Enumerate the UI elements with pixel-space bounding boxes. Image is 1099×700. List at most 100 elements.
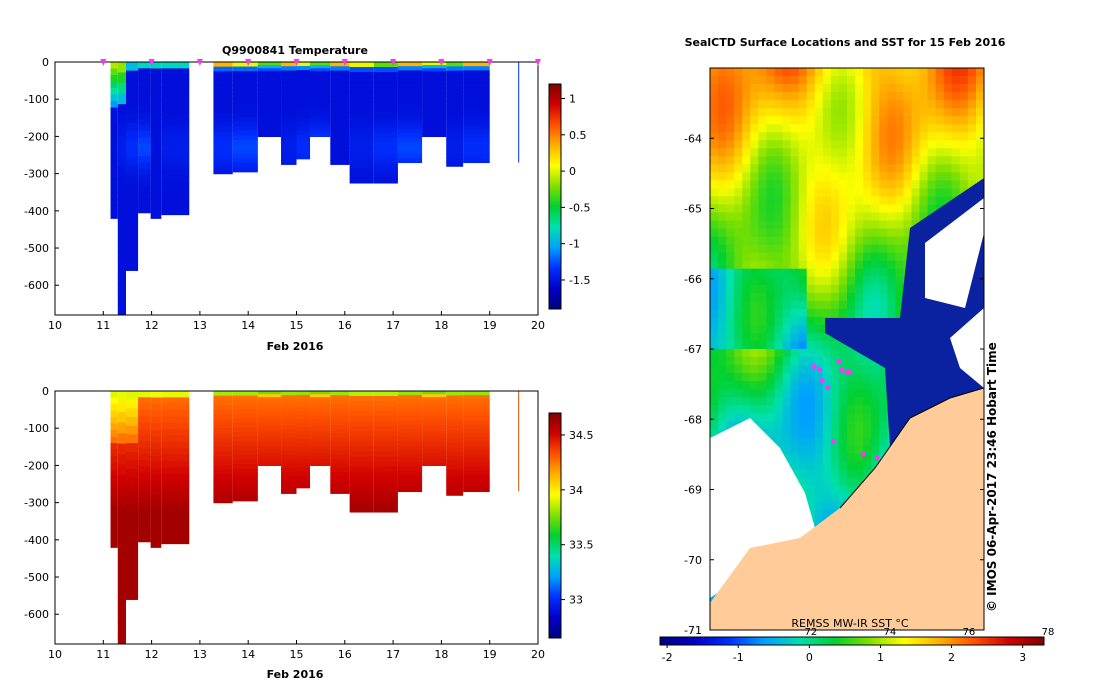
profile-cell: [397, 99, 423, 105]
profile-cell: [446, 486, 464, 492]
sst-cell: [734, 164, 743, 173]
profile-cell: [213, 442, 233, 448]
profile-cell: [349, 451, 374, 458]
profile-cell: [373, 67, 398, 73]
profile-cell: [150, 436, 162, 444]
profile-cell: [150, 397, 162, 405]
sst-cell: [758, 124, 767, 133]
profile-cell: [446, 70, 464, 76]
profile-cell: [446, 447, 464, 453]
profile-cell: [330, 459, 350, 465]
profile-cell: [330, 472, 350, 477]
profile-cell: [110, 488, 118, 496]
profile-cell: [213, 465, 233, 471]
profile-cell: [463, 391, 490, 396]
profile-cell: [138, 112, 151, 120]
sst-cell: [879, 188, 888, 197]
profile-cell: [126, 503, 139, 514]
sst-cell: [847, 188, 856, 197]
sst-cell: [806, 509, 816, 519]
profile-cell: [446, 135, 464, 141]
profile-cell: [281, 79, 297, 84]
sst-cell: [774, 228, 784, 238]
profile-cell: [126, 443, 139, 453]
sst-cell: [838, 292, 848, 302]
profile-cell: [117, 283, 127, 295]
profile-cell: [330, 412, 350, 418]
sst-cell: [806, 477, 816, 486]
sst-cell: [838, 116, 848, 125]
profile-cell: [213, 62, 233, 68]
profile-cell: [232, 71, 258, 77]
profile-cell: [117, 412, 127, 424]
sst-cell: [822, 373, 832, 382]
sst-cell: [758, 212, 767, 222]
profile-cell: [310, 93, 331, 97]
seal-location: [811, 364, 817, 370]
sst-cell: [790, 92, 800, 101]
sst-cell: [750, 292, 759, 302]
profile-cell: [161, 479, 190, 487]
sst-cell: [710, 260, 719, 270]
sst-cell: [758, 132, 767, 141]
profile-cell: [422, 102, 447, 107]
sst-cell: [798, 324, 808, 334]
profile-cell: [463, 441, 490, 447]
sst-cell: [798, 292, 808, 302]
sst-cell: [822, 485, 832, 495]
sst-cell: [782, 381, 792, 390]
sst-cell: [830, 236, 840, 246]
profile-cell: [463, 453, 490, 459]
sst-cell: [838, 485, 848, 495]
profile-cell: [397, 158, 423, 164]
sst-cell: [855, 140, 864, 149]
sst-cell: [734, 300, 743, 310]
profile-cell: [126, 166, 139, 176]
sst-cell: [734, 76, 743, 85]
sst-cell: [814, 204, 824, 214]
sst-cell: [887, 148, 896, 157]
profile-cell: [232, 477, 258, 484]
sst-cell: [734, 292, 743, 302]
profile-cell: [232, 62, 258, 68]
profile-cell: [373, 461, 398, 468]
profile-cell: [232, 423, 258, 429]
salinity-xlabel: Feb 2016: [267, 668, 324, 681]
sst-cell: [951, 132, 961, 141]
sst-cell: [798, 164, 808, 173]
sst-cell: [814, 453, 824, 462]
profile-cell: [110, 62, 118, 70]
sst-cell: [766, 421, 775, 430]
profile-cell: [422, 446, 447, 451]
sst-cell: [855, 268, 864, 278]
sst-cell: [814, 405, 824, 414]
sst-cell: [879, 405, 888, 414]
sst-cell: [718, 316, 727, 326]
profile-cell: [138, 200, 151, 208]
sst-cell: [758, 228, 767, 238]
sst-cell: [782, 268, 792, 278]
sst-cell: [855, 228, 864, 238]
sst-cell: [774, 292, 784, 302]
sst-cell: [830, 413, 840, 422]
profile-cell: [463, 462, 490, 467]
sst-cell: [814, 461, 824, 470]
profile-marker: [245, 59, 252, 66]
sst-cell: [766, 276, 775, 286]
profile-cell: [150, 146, 162, 154]
profile-cell: [349, 167, 374, 174]
sst-cell: [782, 108, 792, 117]
profile-marker: [100, 59, 107, 66]
profile-cell: [150, 456, 162, 464]
sst-cell: [742, 148, 751, 157]
profile-cell: [397, 420, 423, 426]
sst-cell: [903, 220, 912, 230]
x-tick-label: 13: [193, 319, 207, 332]
sst-cell: [830, 84, 840, 93]
profile-cell: [126, 408, 139, 418]
profile-cell: [422, 403, 447, 408]
sst-cell: [774, 220, 784, 230]
sst-cell: [758, 100, 767, 109]
profile-cell: [310, 440, 331, 445]
profile-marker: [438, 59, 445, 66]
